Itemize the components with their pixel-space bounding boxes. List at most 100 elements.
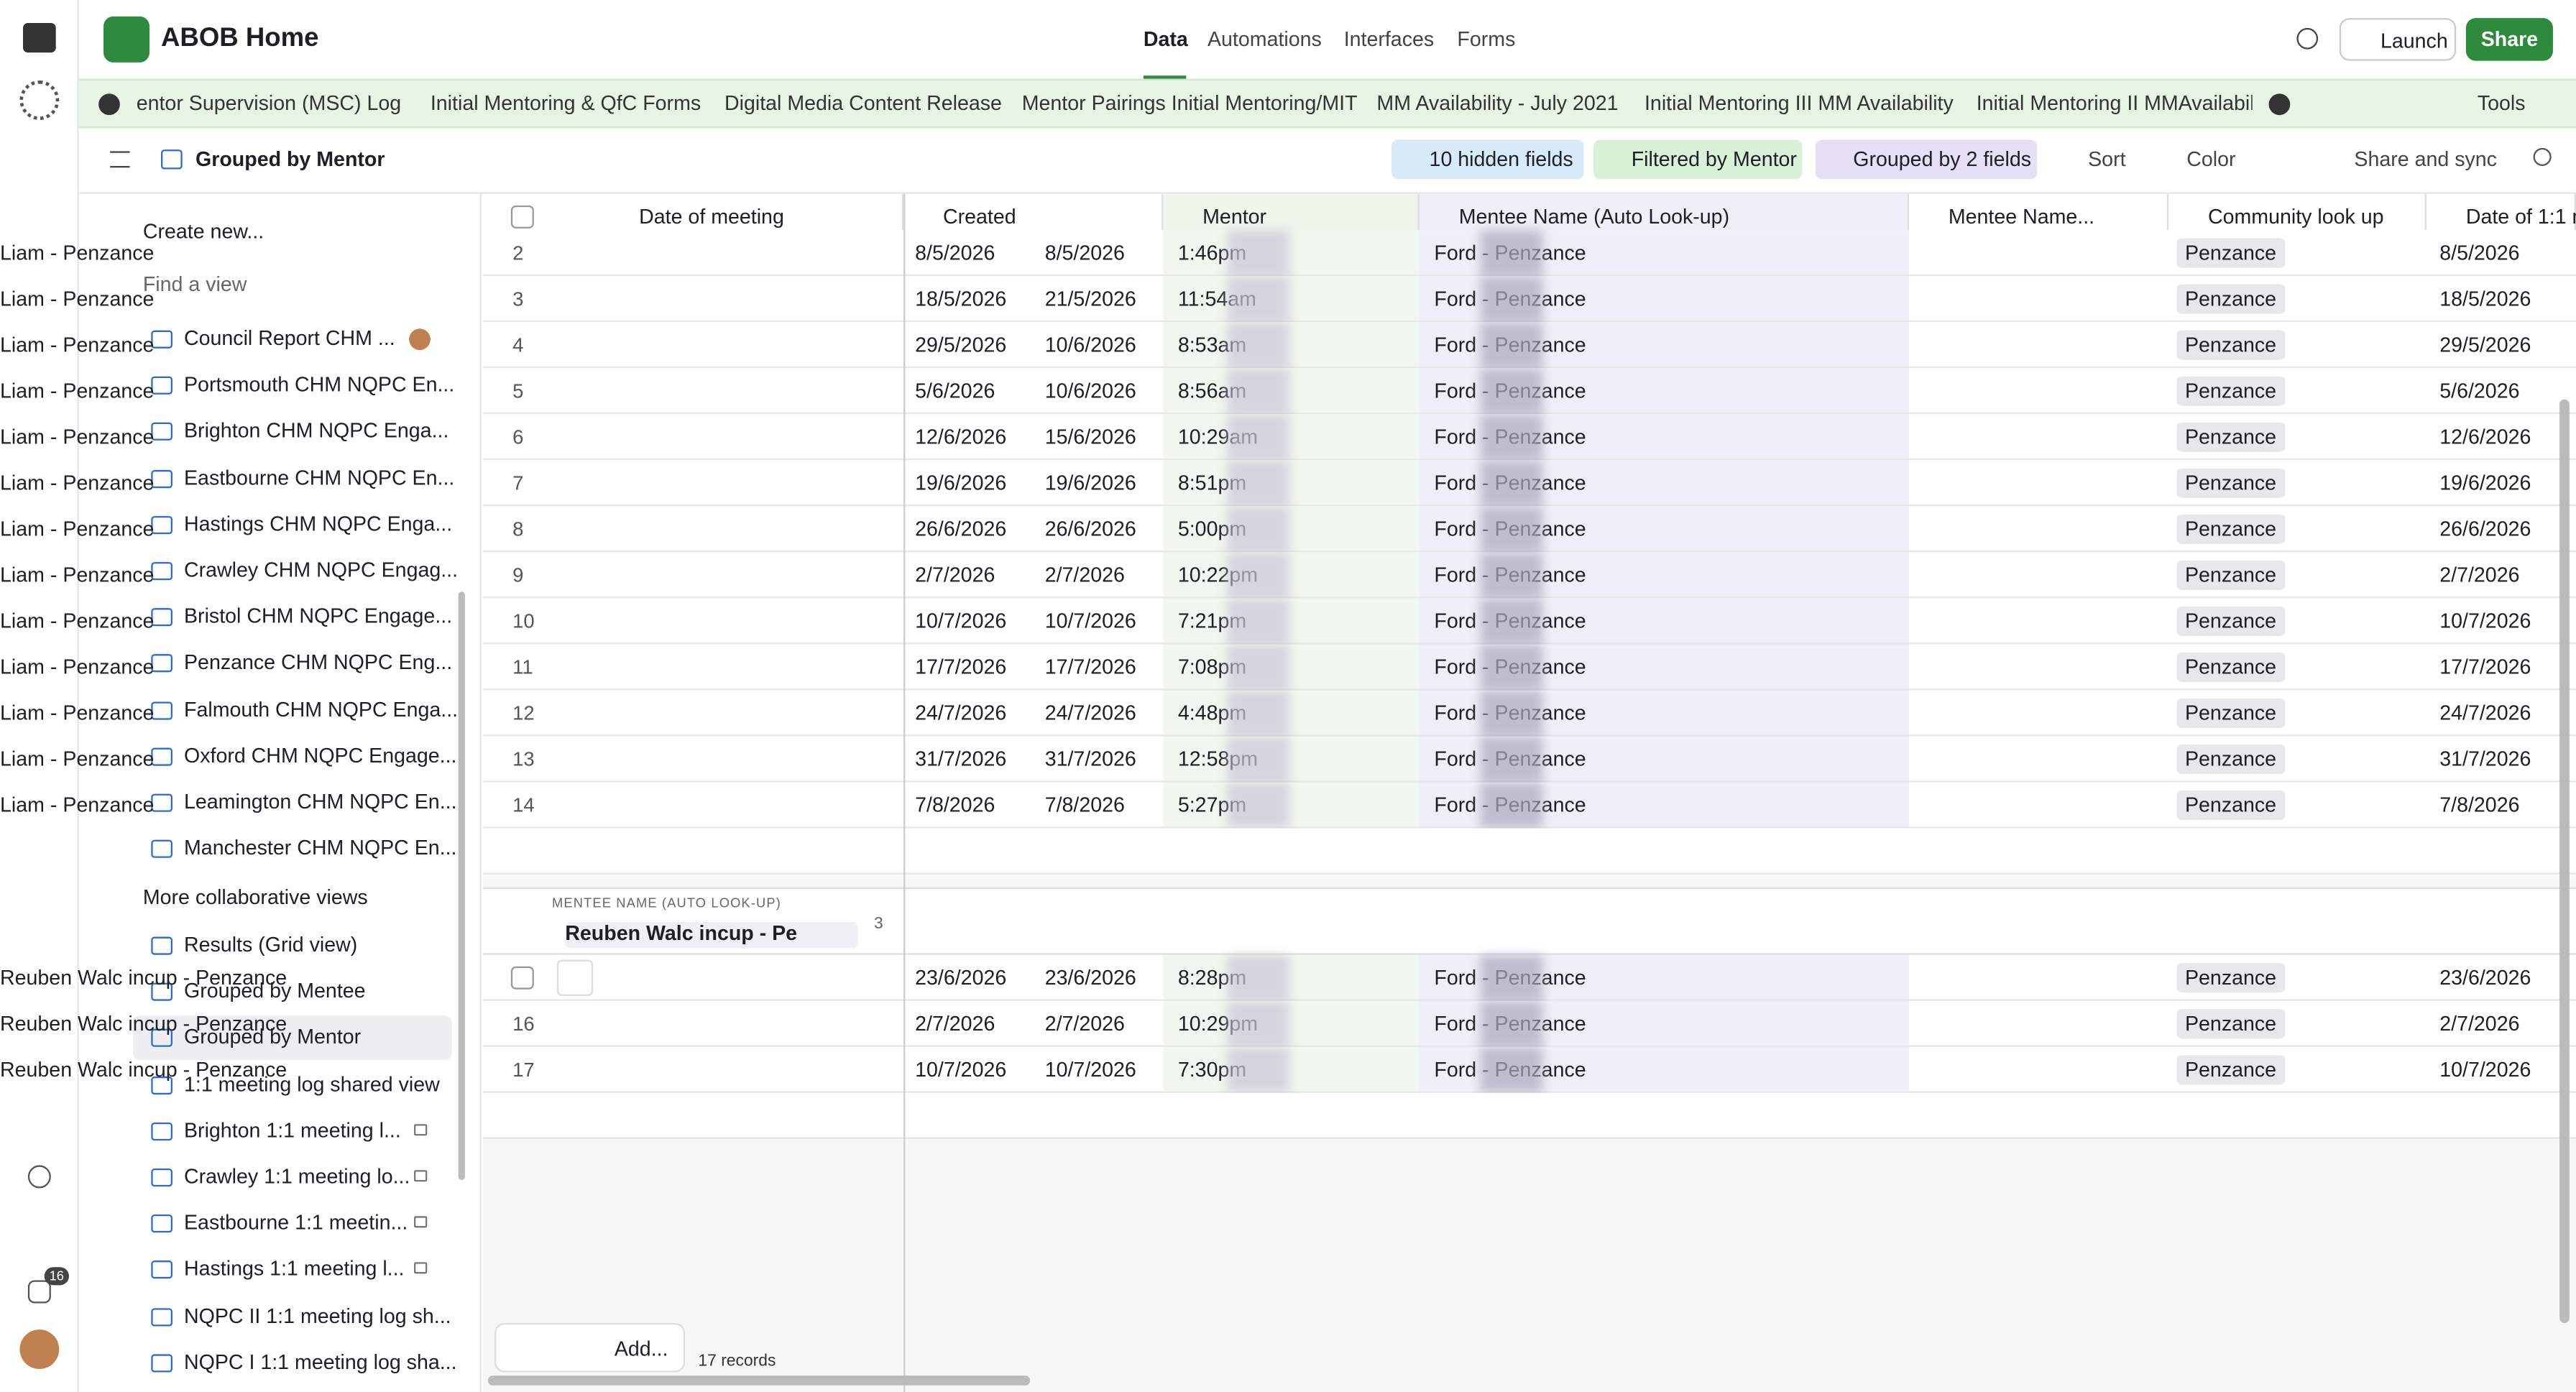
toolbar-action[interactable]: 10 hidden fields [1391,139,1584,180]
nav-tab[interactable]: Interfaces [1343,27,1435,51]
cell[interactable]: Liam - Penzance [0,609,155,633]
cell[interactable]: 2/7/2026 [2439,1012,2520,1036]
table-tab[interactable]: Mentor Pairings Initial Mentoring/MIT [1021,92,1358,116]
cell[interactable]: Reuben Walc incup - Penzance [0,1012,288,1036]
cell[interactable]: 12/6/2026 [915,425,1007,449]
column-header[interactable]: Community look up [2168,193,2426,240]
cell[interactable]: 24/7/2026 [1044,701,1136,725]
cell[interactable]: Liam - Penzance [0,701,155,725]
tab-scroll-left[interactable] [98,93,120,116]
toolbar-action[interactable]: Share and sync [2354,147,2497,171]
nav-tab[interactable]: Forms [1457,27,1516,51]
nav-tab[interactable]: Automations [1207,27,1322,51]
cell[interactable]: 29/5/2026 [2439,333,2531,357]
table-tab[interactable]: Initial Mentoring & QfC Forms [430,92,702,116]
add-row[interactable] [482,1092,2576,1139]
cell[interactable]: 19/6/2026 [1044,471,1136,495]
cell[interactable]: 15/6/2026 [1044,425,1136,449]
cell[interactable]: 26/6/2026 [2439,517,2531,541]
cell[interactable]: 17/7/2026 [915,655,1007,679]
cell[interactable]: 7/8/2026 [915,793,995,817]
cell[interactable]: 19/6/2026 [915,471,1007,495]
section-header[interactable]: More collaborative views [142,885,368,909]
cell[interactable]: 17/7/2026 [2439,655,2531,679]
cell[interactable]: 10/7/2026 [2439,1058,2531,1082]
cell[interactable]: 31/7/2026 [915,747,1007,771]
workspace-icon[interactable] [19,80,60,120]
cell[interactable]: 7/8/2026 [2439,793,2520,817]
cell[interactable]: 8/5/2026 [1044,241,1125,265]
table-tab[interactable]: Initial Mentoring III MM Availability [1644,92,1954,116]
view-item[interactable]: Brighton CHM NQPC Enga... [183,420,449,443]
cell[interactable]: 10/6/2026 [1044,379,1136,403]
view-item[interactable]: Bristol CHM NQPC Engage... [183,605,453,629]
view-item[interactable]: Crawley 1:1 meeting lo... [183,1165,410,1189]
view-item[interactable]: NQPC II 1:1 meeting log sh... [183,1304,451,1327]
toolbar-action[interactable]: Color [2186,147,2236,171]
view-item[interactable]: Grouped by Mentee [183,980,366,1003]
cell[interactable]: 10/7/2026 [2439,609,2531,633]
cell[interactable]: 19/6/2026 [2439,471,2531,495]
cell[interactable]: 10/7/2026 [915,1058,1007,1082]
cell[interactable]: 26/6/2026 [1044,517,1136,541]
cell[interactable]: 5/6/2026 [915,379,995,403]
view-item[interactable]: Falmouth CHM NQPC Enga... [183,698,459,722]
cell[interactable]: 2/7/2026 [915,563,995,587]
cell[interactable]: 18/5/2026 [2439,287,2531,311]
view-item[interactable]: Manchester CHM NQPC En... [183,836,457,860]
cell[interactable]: 8/5/2026 [915,241,995,265]
cell[interactable]: Liam - Penzance [0,425,155,449]
cell[interactable]: 10/7/2026 [1044,609,1136,633]
row-checkbox[interactable] [510,966,534,990]
view-item[interactable]: NQPC I 1:1 meeting log sha... [183,1350,457,1374]
expand-button[interactable] [556,959,594,996]
column-header[interactable]: Date of 1:1 m [2426,193,2576,240]
cell[interactable]: 23/6/2026 [915,966,1007,990]
table-tab[interactable]: entor Supervision (MSC) Log [136,92,402,116]
cell[interactable]: Liam - Penzance [0,747,155,771]
find-view[interactable]: Find a view [142,272,247,296]
cell[interactable]: 31/7/2026 [1044,747,1136,771]
cell[interactable]: 10/7/2026 [1044,1058,1136,1082]
view-item[interactable]: Brighton 1:1 meeting l... [183,1118,401,1142]
column-header[interactable]: Date of meeting [599,193,904,240]
launch-button[interactable]: Launch [2339,18,2457,61]
avatar[interactable] [19,1329,60,1369]
cell[interactable]: 2/7/2026 [1044,563,1125,587]
view-item[interactable]: Hastings CHM NQPC Enga... [183,512,453,536]
view-item[interactable]: Oxford CHM NQPC Engage... [183,744,457,768]
cell[interactable]: 29/5/2026 [915,333,1007,357]
cell[interactable]: 5/6/2026 [2439,379,2520,403]
cell[interactable]: Liam - Penzance [0,793,155,817]
cell[interactable]: Liam - Penzance [0,379,155,403]
create-new[interactable]: Create new... [142,220,264,244]
toolbar-action[interactable]: Grouped by 2 fields [1815,139,2038,180]
search-icon[interactable] [2533,147,2552,166]
cell[interactable]: 26/6/2026 [915,517,1007,541]
toolbar-action[interactable]: Filtered by Mentor [1593,139,1803,180]
view-item[interactable]: Eastbourne CHM NQPC En... [183,466,455,489]
view-item[interactable]: Portsmouth CHM NQPC En... [183,373,455,397]
cell[interactable]: 18/5/2026 [915,287,1007,311]
cell[interactable]: 21/5/2026 [1044,287,1136,311]
cell[interactable]: 17/7/2026 [1044,655,1136,679]
view-item[interactable]: Eastbourne 1:1 meetin... [183,1211,408,1235]
home-icon[interactable] [22,23,56,53]
tab-scroll-right[interactable] [2268,93,2291,116]
app-logo[interactable] [103,16,150,63]
cell[interactable]: 8/5/2026 [2439,241,2520,265]
tools-menu[interactable]: Tools [2477,92,2526,116]
toolbar-action[interactable]: Sort [2088,147,2126,171]
nav-tab[interactable]: Data [1143,27,1188,51]
cell[interactable]: Reuben Walc incup - Penzance [0,966,288,990]
cell[interactable]: 23/6/2026 [2439,966,2531,990]
cell[interactable]: 24/7/2026 [2439,701,2531,725]
cell[interactable]: 2/7/2026 [1044,1012,1125,1036]
view-item[interactable]: 1:1 meeting log shared view [183,1072,440,1096]
view-item[interactable]: Leamington CHM NQPC En... [183,790,457,814]
table-tab[interactable]: Digital Media Content Release [724,92,1002,116]
cell[interactable]: 24/7/2026 [915,701,1007,725]
share-button[interactable]: Share [2465,18,2553,61]
cell[interactable]: 12/6/2026 [2439,425,2531,449]
column-header[interactable]: Mentee Name... [1909,193,2169,240]
